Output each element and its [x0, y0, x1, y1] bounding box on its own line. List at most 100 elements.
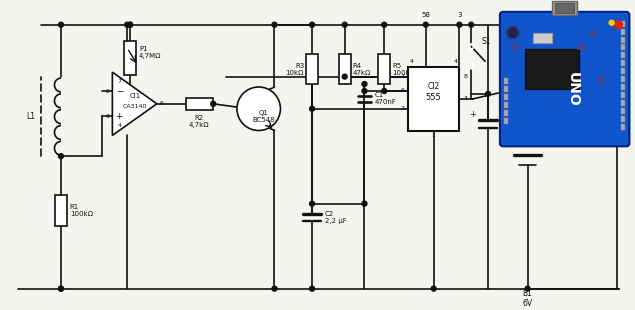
Bar [378, 54, 390, 84]
Text: +: + [116, 112, 123, 121]
Bar [55, 195, 67, 226]
Circle shape [58, 22, 64, 27]
Bar [504, 110, 508, 116]
Bar [622, 52, 625, 58]
Bar [525, 49, 579, 89]
Bar [622, 92, 625, 98]
Circle shape [431, 286, 436, 291]
Text: R3
10kΩ: R3 10kΩ [286, 63, 304, 76]
Circle shape [362, 88, 367, 93]
Bar [622, 124, 625, 130]
Text: 58: 58 [421, 12, 430, 18]
Circle shape [382, 22, 387, 27]
Bar [408, 67, 459, 131]
Text: UNO: UNO [566, 72, 580, 106]
Bar [504, 78, 508, 84]
Circle shape [506, 26, 519, 40]
Circle shape [615, 21, 622, 29]
Text: 7: 7 [117, 79, 121, 84]
Text: C2
2,2 μF: C2 2,2 μF [325, 211, 347, 224]
Text: CI2: CI2 [427, 82, 440, 91]
Bar [504, 102, 508, 108]
Bar [622, 68, 625, 74]
Bar [577, 45, 585, 49]
Circle shape [486, 91, 490, 96]
Text: R4
47kΩ: R4 47kΩ [352, 63, 371, 76]
Circle shape [58, 154, 64, 159]
FancyBboxPatch shape [500, 12, 629, 146]
Bar [622, 21, 625, 27]
Circle shape [128, 22, 133, 27]
Text: CA3140: CA3140 [123, 104, 147, 109]
Text: 3: 3 [105, 114, 109, 119]
Text: 3: 3 [457, 12, 462, 18]
Bar [555, 3, 574, 13]
Circle shape [508, 28, 518, 38]
Text: Q1
BC548: Q1 BC548 [252, 110, 275, 123]
Text: R5
100kΩ: R5 100kΩ [392, 63, 415, 76]
Text: 8: 8 [464, 74, 467, 79]
Bar [590, 31, 596, 35]
Bar [504, 86, 508, 92]
Text: 6: 6 [160, 101, 164, 106]
Text: C1
470nF: C1 470nF [375, 92, 396, 105]
Bar [622, 60, 625, 66]
Text: 555: 555 [426, 93, 441, 102]
Text: 2: 2 [105, 89, 109, 94]
Text: P1
4,7MΩ: P1 4,7MΩ [139, 46, 161, 60]
Bar [622, 76, 625, 82]
Text: 4: 4 [117, 123, 121, 128]
Bar [622, 37, 625, 42]
Circle shape [310, 106, 314, 111]
Bar [622, 45, 625, 51]
Circle shape [525, 286, 530, 291]
Bar [504, 117, 508, 124]
Bar [338, 54, 351, 84]
Circle shape [342, 74, 347, 79]
Bar [124, 41, 136, 75]
Circle shape [457, 22, 462, 27]
Circle shape [124, 22, 130, 27]
Circle shape [310, 22, 314, 27]
Circle shape [310, 286, 314, 291]
Circle shape [211, 101, 216, 106]
Circle shape [362, 201, 367, 206]
Circle shape [342, 22, 347, 27]
Text: L1: L1 [26, 112, 36, 121]
Circle shape [272, 286, 277, 291]
Bar [533, 33, 552, 42]
Bar [306, 54, 318, 84]
Circle shape [58, 286, 64, 291]
Text: R1
100kΩ: R1 100kΩ [70, 204, 93, 217]
Circle shape [128, 22, 133, 27]
Text: 4: 4 [453, 59, 457, 64]
Bar [622, 100, 625, 106]
Circle shape [272, 22, 277, 27]
Text: 6: 6 [400, 88, 404, 93]
Circle shape [424, 22, 428, 27]
Bar [511, 45, 519, 49]
Bar [552, 1, 577, 15]
Bar [622, 29, 625, 35]
Text: −: − [116, 87, 123, 96]
Bar [622, 84, 625, 90]
Circle shape [237, 87, 281, 131]
Circle shape [469, 22, 474, 27]
Polygon shape [112, 72, 157, 135]
Text: B1
6V: B1 6V [523, 289, 533, 308]
Bar [622, 116, 625, 122]
Text: CI1: CI1 [130, 93, 141, 99]
Circle shape [310, 201, 314, 206]
Text: S1: S1 [481, 37, 491, 46]
Text: C4
100μF: C4 100μF [501, 112, 523, 125]
Text: 3: 3 [464, 96, 467, 101]
Text: 7: 7 [400, 74, 404, 79]
Text: 1: 1 [432, 133, 436, 139]
Bar [597, 76, 602, 84]
Text: R2
4,7kΩ: R2 4,7kΩ [189, 115, 210, 128]
Bar [185, 98, 213, 110]
Bar [504, 94, 508, 100]
Text: +: + [530, 127, 538, 136]
Text: +: + [469, 110, 476, 119]
Circle shape [58, 286, 64, 291]
